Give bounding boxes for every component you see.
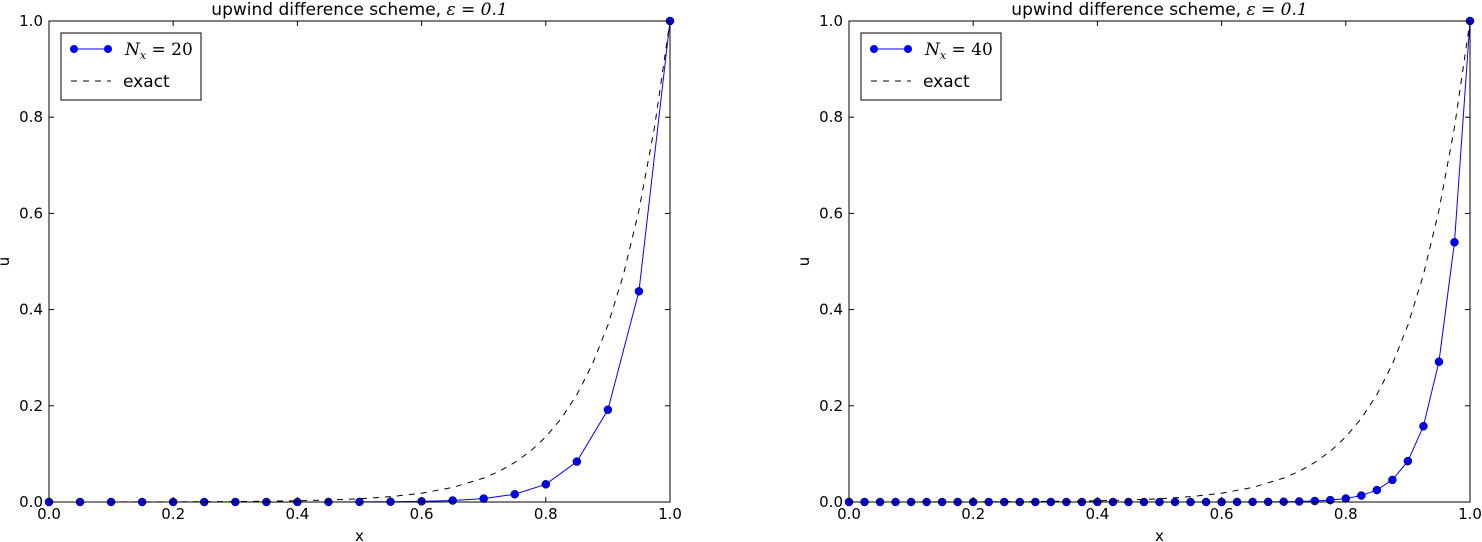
y-tick-label: 0.4 (19, 301, 43, 319)
x-tick-label: 0.2 (961, 505, 985, 523)
legend-frame (60, 32, 202, 101)
axes-frame (848, 20, 1471, 503)
data-point (510, 490, 519, 499)
chart-title: upwind difference scheme, ε = 0.1 (211, 0, 507, 20)
x-tick-label: 0.6 (1210, 505, 1234, 523)
data-point (1388, 475, 1397, 485)
y-tick-label: 0.6 (819, 204, 843, 222)
subplot-1: 0.0 0.2 0.4 0.6 0.8 1.0 0.0 0.2 0.4 0.6 0.8 1.0 x u up… (0, 0, 682, 542)
data-point (1357, 491, 1366, 500)
data-point (603, 405, 613, 414)
data-point (541, 480, 551, 489)
data-point (1450, 238, 1459, 247)
x-axis-label: x (1155, 527, 1164, 542)
y-tick-label: 0.0 (819, 493, 843, 511)
data-point (1326, 495, 1335, 505)
y-tick-label: 0.8 (19, 108, 43, 126)
x-tick-label: 1.0 (1458, 505, 1482, 523)
y-tick-label: 1.0 (19, 12, 43, 30)
chart-title: upwind difference scheme, ε = 0.1 (1011, 0, 1307, 20)
x-tick-label: 0.0 (837, 505, 861, 523)
data-point (448, 496, 457, 505)
subplot-2: 0.0 0.2 0.4 0.6 0.8 1.0 0.0 0.2 0.4 0.6 0.8 1.0 x u up… (795, 0, 1482, 542)
data-point (479, 494, 488, 503)
legend-label: exact (123, 72, 170, 92)
legend-label: Nx = 20 (124, 40, 193, 62)
x-tick-label: 0.6 (410, 505, 434, 523)
legend-frame (860, 32, 1002, 101)
legend: Nx = 40 exact (860, 32, 1002, 101)
y-tick-label: 0.6 (19, 204, 43, 222)
data-point (1434, 357, 1444, 366)
data-point (1419, 421, 1428, 431)
y-tick-label: 0.8 (819, 108, 843, 126)
legend-marker (870, 45, 878, 53)
y-axis-label: u (795, 257, 813, 267)
x-tick-label: 0.8 (1334, 505, 1358, 523)
data-point (572, 457, 582, 466)
y-tick-label: 0.4 (819, 301, 843, 319)
y-tick-label: 0.2 (819, 397, 843, 415)
data-point (634, 287, 644, 296)
data-point (1372, 485, 1382, 495)
y-tick-label: 1.0 (819, 12, 843, 30)
y-tick-label: 0.0 (19, 493, 43, 511)
x-tick-label: 0.2 (161, 505, 185, 523)
x-tick-label: 0.4 (1085, 505, 1109, 523)
legend: Nx = 20 exact (60, 32, 202, 101)
legend-marker (904, 45, 912, 53)
y-tick-label: 0.2 (19, 397, 43, 415)
x-tick-label: 0.4 (285, 505, 309, 523)
x-tick-label: 1.0 (658, 505, 682, 523)
x-tick-label: 0.8 (534, 505, 558, 523)
legend-marker (70, 45, 78, 53)
data-point (1294, 497, 1304, 506)
legend-marker (104, 45, 112, 53)
axes-frame (48, 20, 671, 503)
x-axis-label: x (355, 527, 364, 542)
data-point (1403, 456, 1413, 466)
data-point (1310, 496, 1319, 506)
x-tick-label: 0.0 (37, 505, 61, 523)
legend-label: Nx = 40 (924, 40, 993, 62)
y-axis-label: u (0, 257, 13, 267)
legend-label: exact (923, 72, 970, 92)
